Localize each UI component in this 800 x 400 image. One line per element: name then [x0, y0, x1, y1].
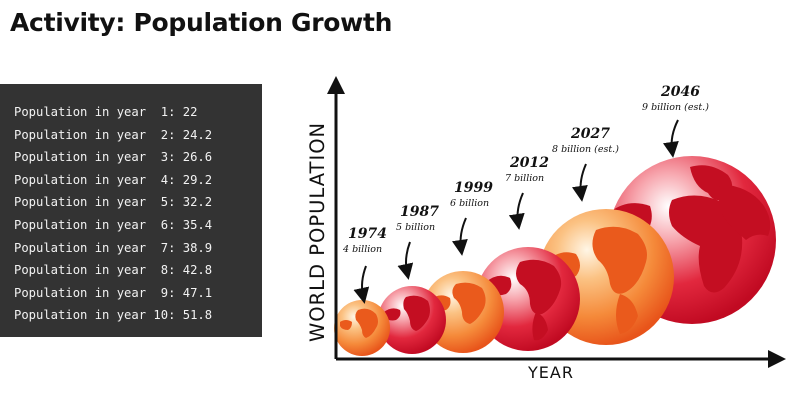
population-growth-infographic: WORLD POPULATION YEAR 1974 4 billion 198…: [306, 76, 786, 382]
console-line: Population in year 6: 35.4: [14, 217, 213, 232]
arrow-icon: [571, 163, 588, 202]
milestone-year: 2012: [509, 155, 549, 171]
arrow-icon: [508, 192, 525, 230]
console-line: Population in year 8: 42.8: [14, 263, 213, 278]
y-axis-label: WORLD POPULATION: [306, 122, 329, 342]
milestone-2027: 2027 8 billion (est.): [552, 126, 619, 202]
milestone-2046: 2046 9 billion (est.): [642, 84, 709, 158]
y-axis-arrow-icon: [327, 76, 345, 94]
milestone-population: 4 billion: [342, 244, 382, 255]
milestone-population: 8 billion (est.): [552, 144, 619, 155]
page-title: Activity: Population Growth: [10, 8, 393, 37]
milestone-year: 1974: [348, 226, 387, 242]
milestone-year: 1987: [400, 204, 439, 220]
arrow-icon: [397, 241, 414, 280]
console-output: Population in year 1: 22 Population in y…: [0, 84, 262, 337]
milestone-year: 1999: [454, 180, 493, 196]
milestone-population: 7 billion: [505, 173, 544, 184]
x-axis-arrow-icon: [768, 350, 786, 368]
milestone-2012: 2012 7 billion: [505, 155, 549, 230]
milestone-1974: 1974 4 billion: [342, 226, 387, 304]
milestone-population: 6 billion: [450, 198, 489, 209]
arrow-icon: [662, 119, 679, 158]
arrow-icon: [353, 265, 370, 304]
console-line: Population in year 3: 26.6: [14, 150, 213, 165]
milestone-year: 2027: [570, 126, 610, 142]
arrow-icon: [451, 217, 468, 256]
milestone-population: 5 billion: [396, 222, 435, 233]
milestone-1999: 1999 6 billion: [450, 180, 493, 256]
console-line: Population in year 5: 32.2: [14, 195, 213, 210]
globe-1987: [378, 286, 446, 354]
console-line: Population in year 9: 47.1: [14, 285, 213, 300]
globe-1974: [334, 300, 390, 356]
console-line: Population in year 10: 51.8: [14, 308, 213, 323]
milestone-population: 9 billion (est.): [642, 102, 709, 113]
console-line: Population in year 1: 22: [14, 105, 198, 119]
globe-2012: [476, 247, 580, 351]
console-line: Population in year 4: 29.2: [14, 172, 213, 187]
console-line: Population in year 2: 24.2: [14, 127, 213, 142]
milestone-1987: 1987 5 billion: [396, 204, 439, 280]
console-line: Population in year 7: 38.9: [14, 240, 213, 255]
x-axis-label: YEAR: [527, 363, 574, 382]
milestone-year: 2046: [660, 84, 700, 100]
